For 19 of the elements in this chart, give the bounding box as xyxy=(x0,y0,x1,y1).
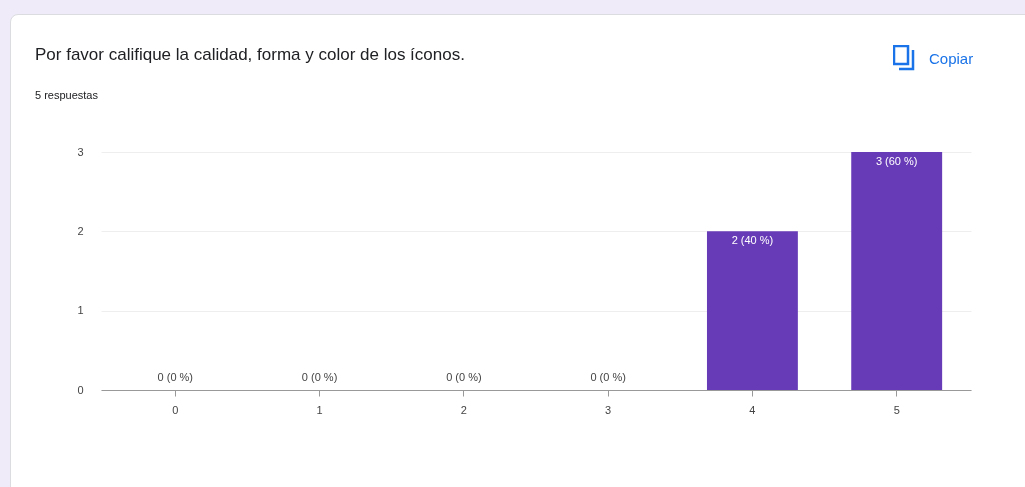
data-label: 0 (0 %) xyxy=(446,371,482,383)
chart-subtitle: 5 respuestas xyxy=(35,89,98,101)
data-label: 3 (60 %) xyxy=(875,155,918,167)
y-tick-label: 3 xyxy=(77,145,84,158)
x-tick-label: 0 xyxy=(172,403,179,416)
x-tick-label: 5 xyxy=(893,403,900,416)
data-label: 2 (40 %) xyxy=(731,234,774,247)
data-label: 0 (0 %) xyxy=(590,371,626,383)
x-tick-label: 2 xyxy=(460,403,467,416)
data-label: 0 (0 %) xyxy=(301,371,338,383)
x-tick-label: 1 xyxy=(316,403,323,416)
chart-title: Por favor califique la calidad, forma y color de los íconos. xyxy=(35,45,465,65)
y-tick-label: 2 xyxy=(77,224,84,237)
y-tick-label: 1 xyxy=(77,304,84,317)
y-tick-label: 0 xyxy=(77,383,84,396)
x-tick-label: 3 xyxy=(605,403,612,416)
data-label: 0 (0 %) xyxy=(157,371,194,383)
text: Copiar xyxy=(929,49,974,67)
x-tick-label: 4 xyxy=(749,403,756,416)
